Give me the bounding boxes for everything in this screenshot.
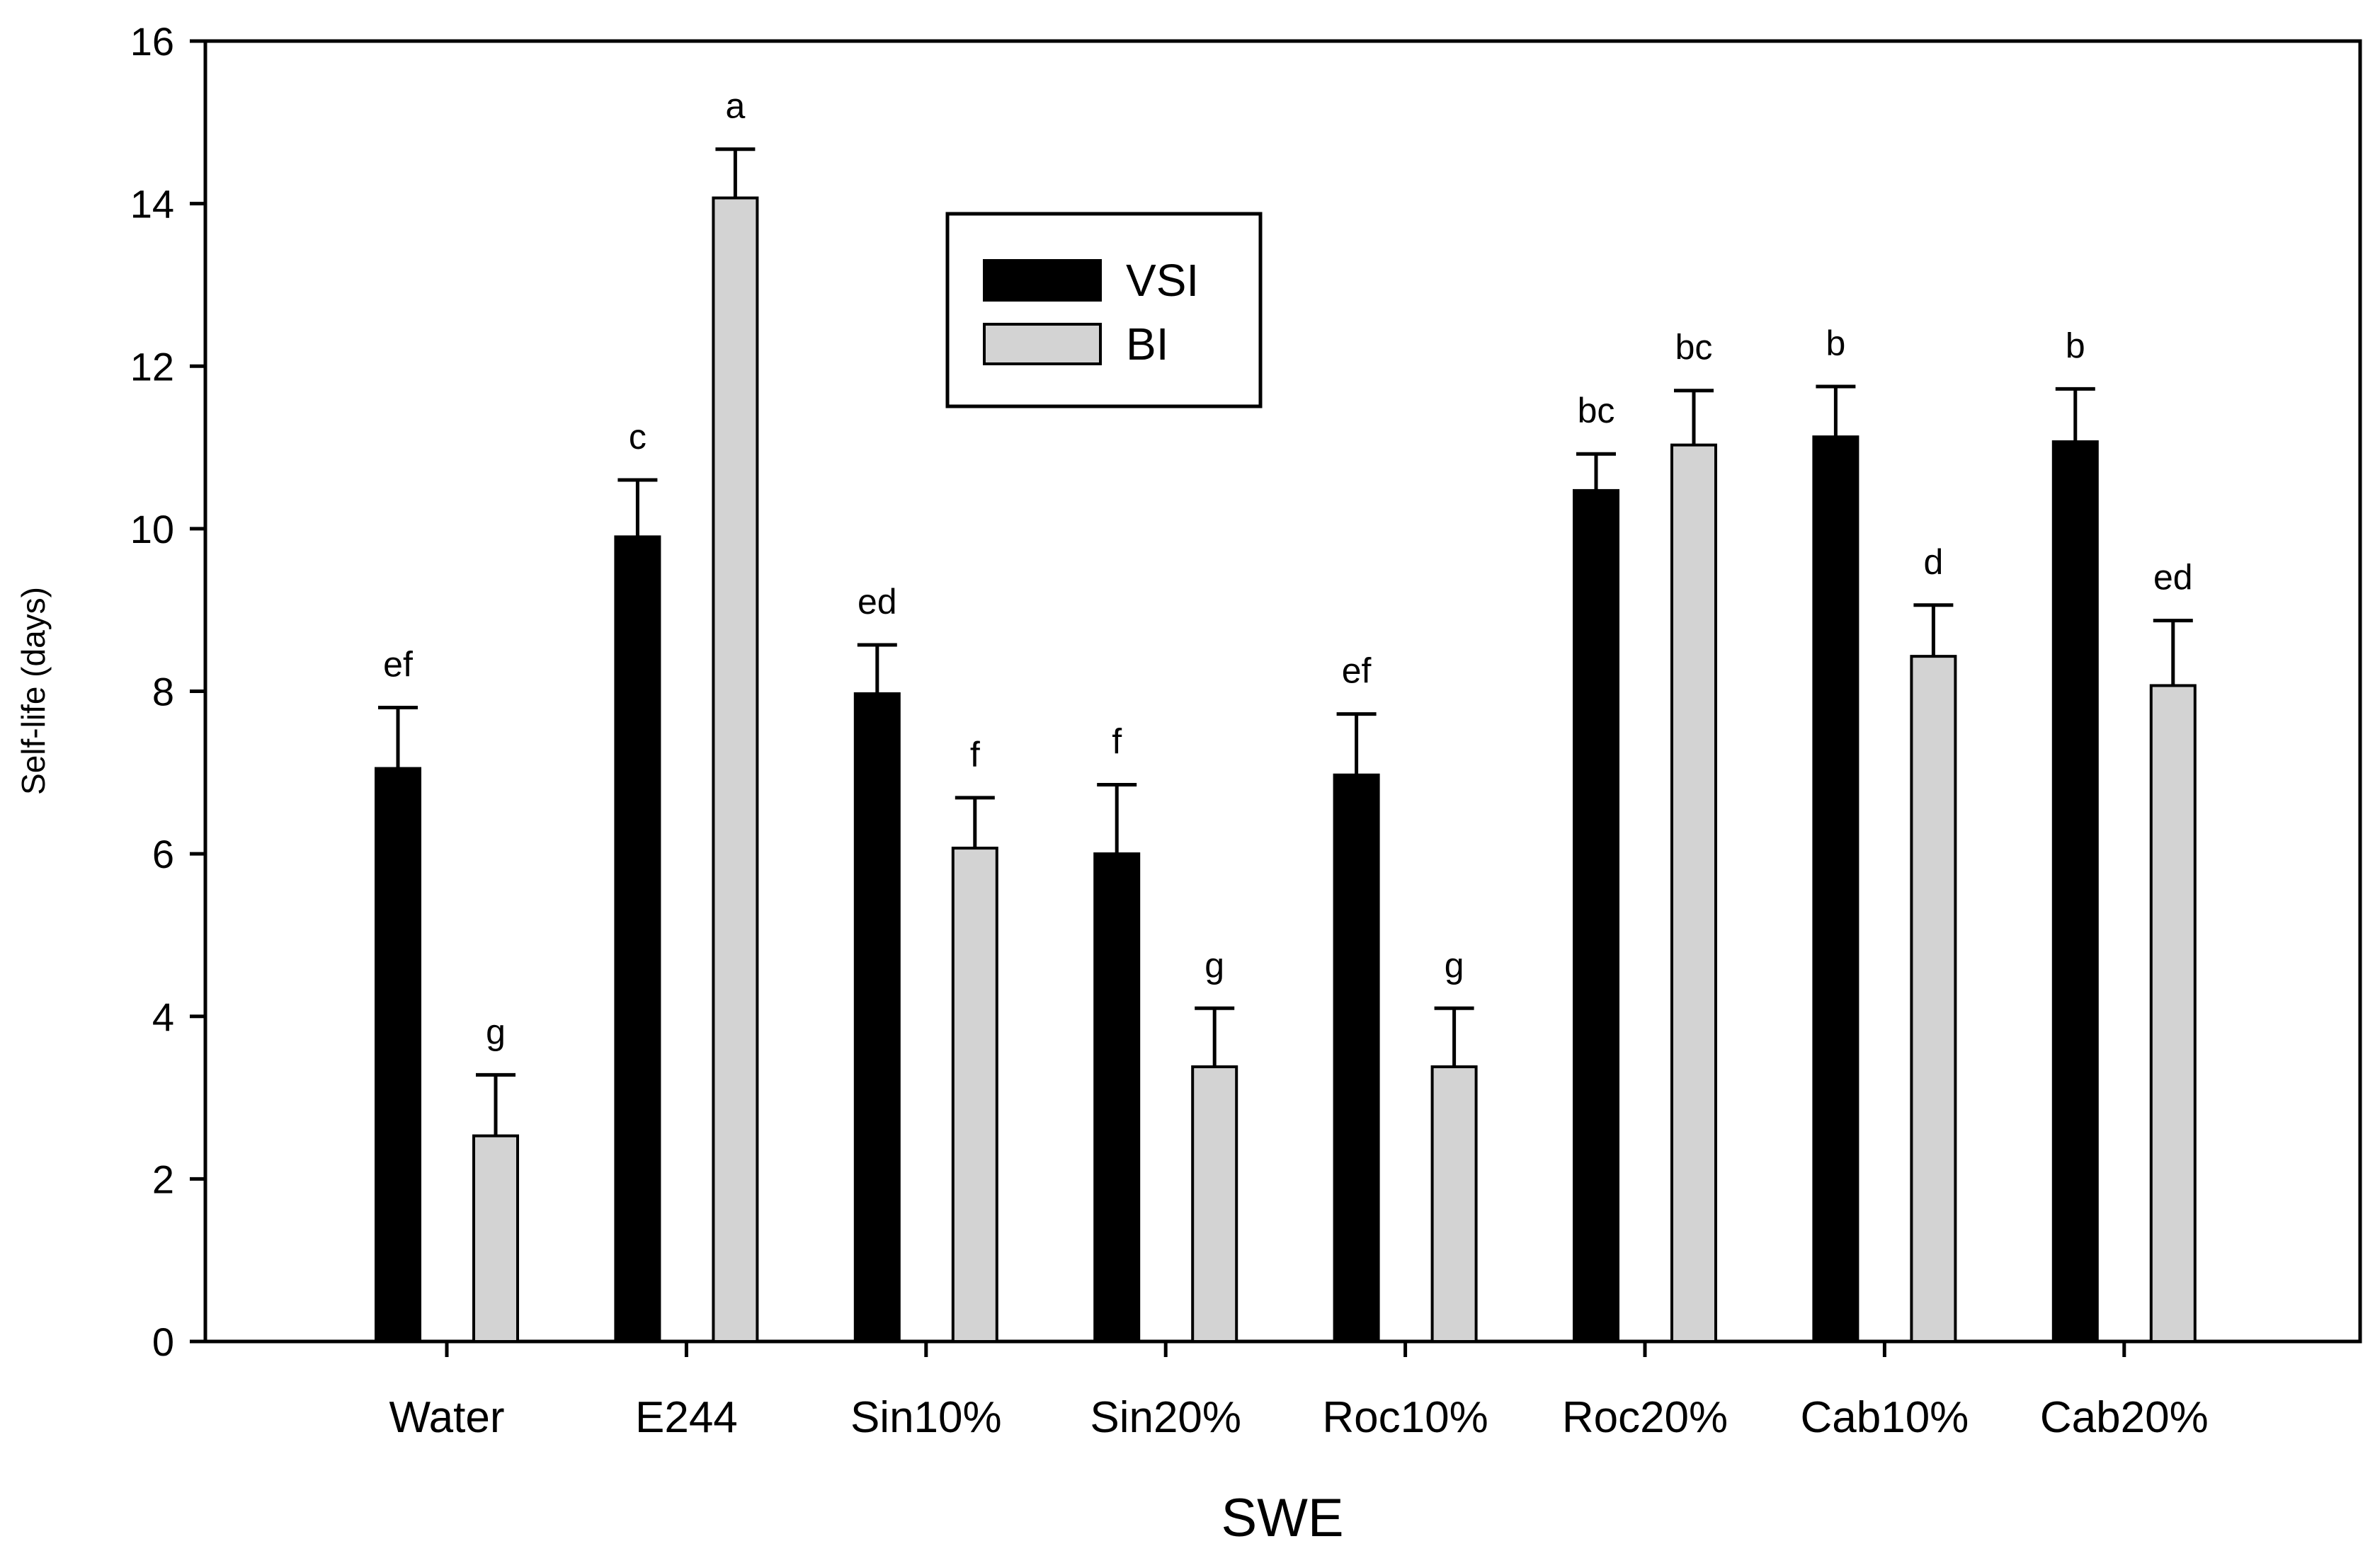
significance-letter: d — [1923, 542, 1943, 582]
significance-letter: g — [486, 1012, 506, 1051]
x-axis: Water E244 Sin10% Sin20% Roc10% Roc20% Cab10% C… — [389, 1341, 2209, 1442]
significance-letter: ef — [383, 644, 413, 684]
y-tick-label: 6 — [152, 832, 174, 876]
bar-bi — [1191, 1065, 1238, 1343]
legend: VSI BI — [945, 212, 1263, 408]
significance-letter: g — [1445, 945, 1464, 985]
legend-swatch-bi — [983, 323, 1102, 365]
y-tick-label: 14 — [130, 182, 174, 227]
bar-vsi — [1573, 488, 1619, 1344]
significance-letter: a — [725, 86, 745, 126]
y-tick-label: 4 — [152, 995, 174, 1039]
significance-letter: ef — [1342, 651, 1372, 691]
x-tick-label: Water — [389, 1393, 504, 1442]
x-tick-label: Cab10% — [1800, 1393, 1969, 1442]
x-tick-label: Sin20% — [1090, 1393, 1241, 1442]
legend-frame — [945, 212, 1263, 408]
significance-letter: g — [1204, 945, 1224, 985]
bar-bi — [472, 1134, 519, 1344]
significance-letter: f — [970, 735, 980, 774]
y-tick-label: 16 — [130, 19, 174, 64]
error-bars-group — [378, 147, 2193, 1136]
legend-swatch-vsi — [983, 259, 1102, 302]
y-tick-label: 12 — [130, 344, 174, 389]
y-tick-label: 2 — [152, 1157, 174, 1201]
significance-letter: bc — [1578, 391, 1615, 430]
x-tick-label: Roc20% — [1562, 1393, 1728, 1442]
y-tick-label: 10 — [130, 507, 174, 551]
significance-letter: b — [2066, 326, 2085, 365]
bar-bi — [951, 847, 998, 1343]
significance-letter: bc — [1675, 328, 1713, 367]
x-tick-label: Sin10% — [850, 1393, 1002, 1442]
significance-letter: ed — [2153, 558, 2193, 597]
bar-bi — [1430, 1065, 1478, 1343]
bar-bi — [2149, 684, 2197, 1343]
bar-vsi — [375, 767, 421, 1343]
bar-bi — [1910, 655, 1957, 1343]
bars-group — [375, 196, 2197, 1344]
significance-letter: f — [1112, 722, 1122, 762]
significance-letter: b — [1826, 324, 1845, 363]
x-tick-label: Roc10% — [1322, 1393, 1488, 1442]
bar-vsi — [1093, 852, 1141, 1343]
x-axis-title: SWE — [1221, 1488, 1343, 1548]
significance-letter: c — [629, 417, 647, 457]
x-tick-label: Cab20% — [2040, 1393, 2209, 1442]
significance-letters-group: ef g c a ed f f g ef g bc bc b d b ed — [383, 86, 2192, 1052]
y-tick-label: 0 — [152, 1320, 174, 1364]
bar-vsi — [1812, 435, 1859, 1344]
y-axis-title: Self-life (days) — [15, 587, 52, 795]
y-tick-label: 8 — [152, 670, 174, 714]
bar-vsi — [853, 692, 901, 1343]
y-axis: 0 2 4 6 8 10 12 14 16 — [130, 19, 205, 1364]
bar-vsi — [2051, 440, 2099, 1343]
significance-letter: ed — [858, 582, 897, 622]
x-tick-label: E244 — [635, 1393, 738, 1442]
bar-vsi — [614, 535, 661, 1344]
legend-label-vsi: VSI — [1126, 255, 1199, 306]
plot-frame — [203, 39, 2362, 1344]
bar-bi — [1670, 443, 1717, 1343]
bar-vsi — [1333, 773, 1380, 1343]
legend-label-bi: BI — [1126, 319, 1168, 370]
bar-bi — [712, 196, 759, 1343]
